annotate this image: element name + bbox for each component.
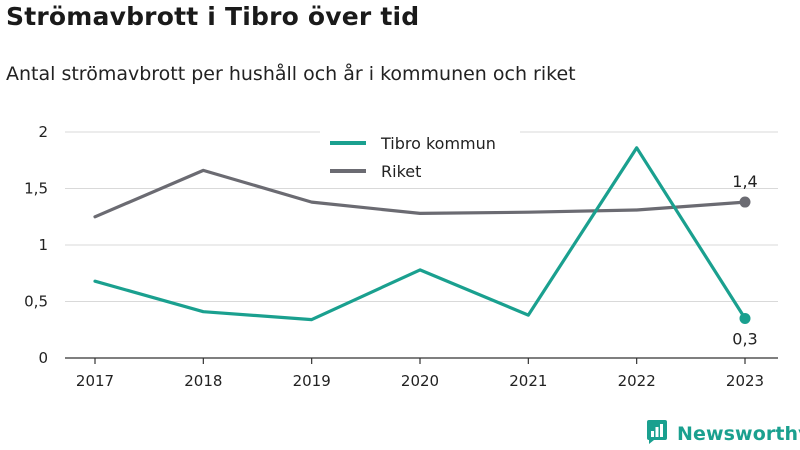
newsworthy-logo: Newsworthy — [645, 419, 800, 449]
chart-subtitle: Antal strömavbrott per hushåll och år i … — [6, 63, 576, 85]
y-tick-label: 2 — [38, 123, 48, 141]
x-tick-label: 2022 — [618, 372, 656, 390]
newsworthy-logo-icon — [645, 419, 669, 449]
y-tick-label: 0 — [38, 349, 48, 367]
x-tick-label: 2019 — [293, 372, 331, 390]
y-tick-label: 0,5 — [24, 293, 48, 311]
series-end-point — [739, 312, 751, 324]
grid-lines — [65, 131, 778, 302]
x-tick-label: 2020 — [401, 372, 439, 390]
data-label-tibro-end: 0,3 — [732, 329, 757, 348]
series-line-riket — [93, 168, 747, 219]
axes: 0 0,5 1 1,5 2 2017 2018 2019 2020 2021 2022 2023 — [24, 123, 778, 390]
legend: Tibro kommun Riket — [320, 128, 520, 188]
series-line-tibro-kommun — [93, 146, 747, 322]
legend-label: Tibro kommun — [380, 134, 496, 153]
legend-background — [320, 128, 520, 188]
y-tick-label: 1 — [38, 236, 48, 254]
legend-label: Riket — [381, 162, 421, 181]
newsworthy-logo-text: Newsworthy — [677, 423, 800, 445]
series-lines — [93, 146, 751, 324]
data-label-riket-end: 1,4 — [732, 172, 757, 191]
x-tick-label: 2017 — [76, 372, 114, 390]
x-tick-label: 2018 — [184, 372, 222, 390]
x-tick-label: 2021 — [509, 372, 547, 390]
x-tick-label: 2023 — [726, 372, 764, 390]
y-tick-label: 1,5 — [24, 180, 48, 198]
data-labels: 0,3 1,4 — [732, 172, 757, 348]
chart-title: Strömavbrott i Tibro över tid — [6, 2, 420, 31]
series-end-point — [739, 196, 751, 208]
